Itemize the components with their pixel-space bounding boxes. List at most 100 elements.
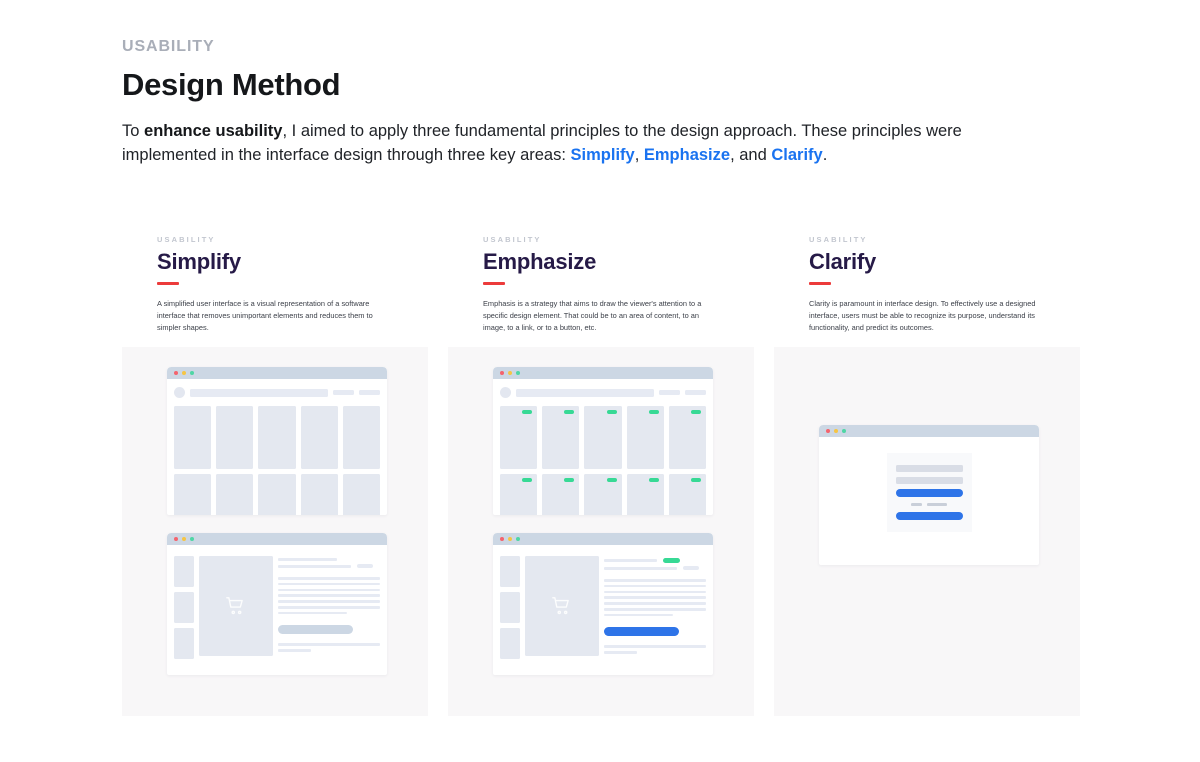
close-dot-icon[interactable]	[500, 371, 504, 375]
card-emphasize: USABILITY Emphasize Emphasis is a strate…	[448, 216, 754, 716]
maximize-dot-icon[interactable]	[190, 371, 194, 375]
product-tile[interactable]	[500, 474, 538, 515]
thumbnail[interactable]	[500, 556, 520, 587]
page-title: Design Method	[122, 66, 341, 102]
product-tile[interactable]	[584, 474, 622, 515]
page-eyebrow: USABILITY	[122, 38, 215, 55]
nav-item-2[interactable]	[359, 390, 380, 395]
keyword-clarify: Clarify	[771, 145, 823, 164]
close-dot-icon[interactable]	[174, 371, 178, 375]
sale-badge	[564, 410, 575, 414]
grid-listing-mockup	[167, 367, 387, 515]
product-meta-row	[278, 564, 380, 568]
text-line	[278, 594, 380, 597]
product-title-line	[278, 558, 338, 561]
search-input[interactable]	[190, 388, 328, 397]
browser-viewport	[819, 437, 1039, 532]
product-tile[interactable]	[626, 474, 664, 515]
product-tile[interactable]	[258, 406, 296, 469]
product-tile[interactable]	[216, 406, 254, 469]
avatar[interactable]	[500, 387, 511, 398]
card-title: Clarify	[809, 249, 877, 274]
text-line	[604, 596, 706, 599]
product-tile[interactable]	[174, 474, 212, 515]
sale-badge	[691, 410, 702, 414]
thumbnail[interactable]	[500, 628, 520, 659]
close-dot-icon[interactable]	[500, 537, 504, 541]
thumbnail[interactable]	[500, 592, 520, 623]
browser-viewport	[493, 379, 713, 515]
card-emphasize-body	[448, 347, 754, 716]
maximize-dot-icon[interactable]	[516, 537, 520, 541]
thumbnail[interactable]	[174, 556, 194, 587]
product-tile[interactable]	[300, 406, 338, 469]
maximize-dot-icon[interactable]	[516, 371, 520, 375]
intro-sep-1: ,	[634, 145, 644, 164]
sale-badge	[606, 478, 617, 482]
product-tile[interactable]	[174, 406, 212, 469]
add-to-cart-button[interactable]	[278, 625, 354, 635]
add-to-cart-button[interactable]	[604, 627, 680, 637]
product-tile[interactable]	[500, 406, 538, 469]
search-input[interactable]	[516, 388, 654, 397]
maximize-dot-icon[interactable]	[842, 429, 846, 433]
product-meta-row	[604, 566, 706, 570]
sale-badge	[691, 478, 702, 482]
close-dot-icon[interactable]	[826, 429, 830, 433]
product-tile[interactable]	[668, 474, 707, 515]
browser-title-bar	[167, 367, 387, 379]
nav-item-1[interactable]	[659, 390, 680, 395]
avatar[interactable]	[174, 387, 185, 398]
card-clarify-header: USABILITY Clarify Clarity is paramount i…	[774, 216, 1080, 347]
card-title: Emphasize	[483, 249, 597, 274]
product-description-block	[278, 577, 380, 617]
product-tile[interactable]	[542, 474, 580, 515]
sign-in-button[interactable]	[895, 489, 963, 497]
text-line	[604, 590, 706, 594]
helper-link-2[interactable]	[927, 503, 947, 506]
close-dot-icon[interactable]	[174, 537, 178, 541]
card-description: Clarity is paramount in interface design…	[809, 298, 1036, 332]
text-line	[278, 605, 380, 609]
product-price-pill	[683, 566, 700, 570]
nav-item-2[interactable]	[685, 390, 706, 395]
product-tile[interactable]	[626, 406, 664, 469]
text-line	[604, 602, 706, 605]
minimize-dot-icon[interactable]	[182, 537, 186, 541]
login-dialog	[886, 453, 972, 532]
password-field[interactable]	[895, 477, 963, 484]
username-field[interactable]	[895, 465, 963, 472]
product-tile[interactable]	[342, 406, 381, 469]
product-tile[interactable]	[668, 406, 707, 469]
card-eyebrow: USABILITY	[809, 235, 868, 244]
create-account-button[interactable]	[895, 511, 963, 520]
thumbnail[interactable]	[174, 592, 194, 623]
product-tile[interactable]	[300, 474, 338, 515]
text-line	[604, 645, 706, 649]
maximize-dot-icon[interactable]	[190, 537, 194, 541]
product-tile[interactable]	[342, 474, 381, 515]
helper-link-1[interactable]	[911, 503, 922, 506]
text-line	[604, 613, 674, 617]
sale-badge	[564, 478, 575, 482]
text-line	[278, 582, 380, 586]
intro-bold-phrase: enhance usability	[144, 122, 283, 141]
browser-viewport	[167, 545, 387, 659]
product-tile[interactable]	[584, 406, 622, 469]
product-tile[interactable]	[258, 474, 296, 515]
minimize-dot-icon[interactable]	[508, 537, 512, 541]
card-clarify: USABILITY Clarify Clarity is paramount i…	[774, 216, 1080, 716]
intro-sep-2: , and	[730, 145, 772, 164]
sale-badge	[663, 558, 681, 563]
minimize-dot-icon[interactable]	[182, 371, 186, 375]
intro-part-1: To	[122, 122, 145, 141]
sale-badge	[522, 478, 533, 482]
sale-badge	[522, 410, 533, 414]
product-tile[interactable]	[216, 474, 254, 515]
product-tile[interactable]	[542, 406, 580, 469]
minimize-dot-icon[interactable]	[834, 429, 838, 433]
card-simplify: USABILITY Simplify A simplified user int…	[122, 216, 428, 716]
minimize-dot-icon[interactable]	[508, 371, 512, 375]
thumbnail[interactable]	[174, 628, 194, 659]
nav-item-1[interactable]	[333, 390, 354, 395]
